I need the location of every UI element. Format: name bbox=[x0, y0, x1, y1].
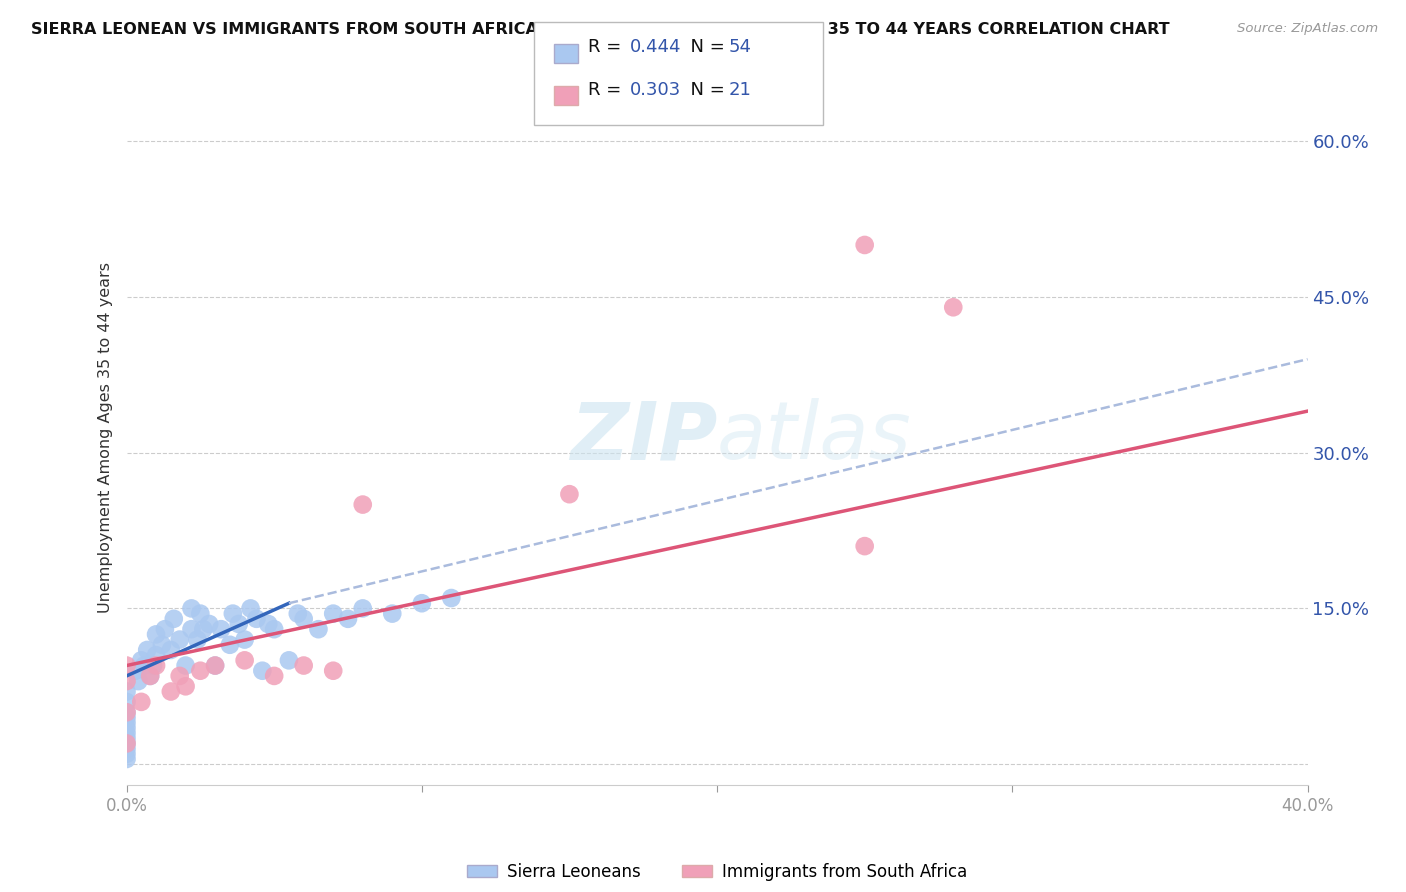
Point bbox=[263, 669, 285, 683]
Point bbox=[115, 731, 138, 746]
Point bbox=[198, 617, 221, 632]
Point bbox=[233, 653, 256, 667]
Point bbox=[115, 726, 138, 740]
Point bbox=[245, 612, 267, 626]
Point bbox=[252, 664, 274, 678]
Text: 54: 54 bbox=[728, 38, 751, 56]
Point bbox=[139, 669, 162, 683]
Point bbox=[115, 736, 138, 750]
Point bbox=[188, 664, 212, 678]
Point bbox=[115, 695, 138, 709]
Point bbox=[239, 601, 262, 615]
Y-axis label: Unemployment Among Ages 35 to 44 years: Unemployment Among Ages 35 to 44 years bbox=[98, 261, 114, 613]
Point bbox=[219, 638, 242, 652]
Point bbox=[115, 752, 138, 766]
Point bbox=[145, 627, 167, 641]
Point bbox=[145, 658, 167, 673]
Point bbox=[180, 601, 202, 615]
Point bbox=[440, 591, 463, 605]
Point bbox=[308, 622, 330, 636]
Point bbox=[115, 736, 138, 750]
Text: ZIP: ZIP bbox=[569, 398, 717, 476]
Point bbox=[145, 648, 167, 662]
Point bbox=[853, 238, 876, 252]
Point bbox=[153, 622, 176, 636]
Point bbox=[150, 638, 173, 652]
Point bbox=[115, 721, 138, 735]
Point bbox=[169, 669, 191, 683]
Point bbox=[292, 658, 315, 673]
Point bbox=[942, 300, 965, 314]
Point bbox=[169, 632, 191, 647]
Point bbox=[228, 617, 250, 632]
Point bbox=[381, 607, 404, 621]
Point bbox=[233, 632, 256, 647]
Text: Source: ZipAtlas.com: Source: ZipAtlas.com bbox=[1237, 22, 1378, 36]
Point bbox=[278, 653, 301, 667]
Point bbox=[127, 674, 149, 689]
Point bbox=[115, 706, 138, 720]
Text: 0.303: 0.303 bbox=[630, 81, 681, 99]
Point bbox=[129, 695, 153, 709]
Point bbox=[139, 669, 162, 683]
Point bbox=[180, 622, 202, 636]
Point bbox=[142, 658, 165, 673]
Point bbox=[292, 612, 315, 626]
Point bbox=[352, 498, 374, 512]
Point bbox=[115, 684, 138, 698]
Text: R =: R = bbox=[588, 38, 627, 56]
Text: N =: N = bbox=[679, 38, 731, 56]
Point bbox=[204, 658, 226, 673]
Point bbox=[411, 596, 433, 610]
Point bbox=[160, 643, 183, 657]
Point bbox=[188, 607, 212, 621]
Point bbox=[134, 658, 156, 673]
Text: SIERRA LEONEAN VS IMMIGRANTS FROM SOUTH AFRICA UNEMPLOYMENT AMONG AGES 35 TO 44 : SIERRA LEONEAN VS IMMIGRANTS FROM SOUTH … bbox=[31, 22, 1170, 37]
Point bbox=[193, 622, 215, 636]
Point bbox=[115, 710, 138, 724]
Point bbox=[124, 664, 146, 678]
Text: N =: N = bbox=[679, 81, 731, 99]
Point bbox=[853, 539, 876, 553]
Point bbox=[322, 607, 344, 621]
Point bbox=[337, 612, 360, 626]
Point bbox=[174, 679, 197, 693]
Point bbox=[204, 658, 226, 673]
Point bbox=[136, 643, 159, 657]
Text: atlas: atlas bbox=[717, 398, 912, 476]
Text: 0.444: 0.444 bbox=[630, 38, 682, 56]
Point bbox=[163, 612, 186, 626]
Point bbox=[209, 622, 232, 636]
Text: 21: 21 bbox=[728, 81, 751, 99]
Point bbox=[129, 653, 153, 667]
Text: R =: R = bbox=[588, 81, 627, 99]
Point bbox=[115, 715, 138, 730]
Point bbox=[160, 684, 183, 698]
Point bbox=[322, 664, 344, 678]
Point bbox=[186, 632, 208, 647]
Legend: Sierra Leoneans, Immigrants from South Africa: Sierra Leoneans, Immigrants from South A… bbox=[460, 856, 974, 888]
Point bbox=[115, 658, 138, 673]
Point bbox=[115, 706, 138, 720]
Point bbox=[115, 741, 138, 756]
Point bbox=[222, 607, 245, 621]
Point bbox=[263, 622, 285, 636]
Point bbox=[287, 607, 309, 621]
Point bbox=[558, 487, 581, 501]
Point bbox=[115, 674, 138, 689]
Point bbox=[352, 601, 374, 615]
Point bbox=[174, 658, 197, 673]
Point bbox=[257, 617, 280, 632]
Point bbox=[115, 747, 138, 761]
